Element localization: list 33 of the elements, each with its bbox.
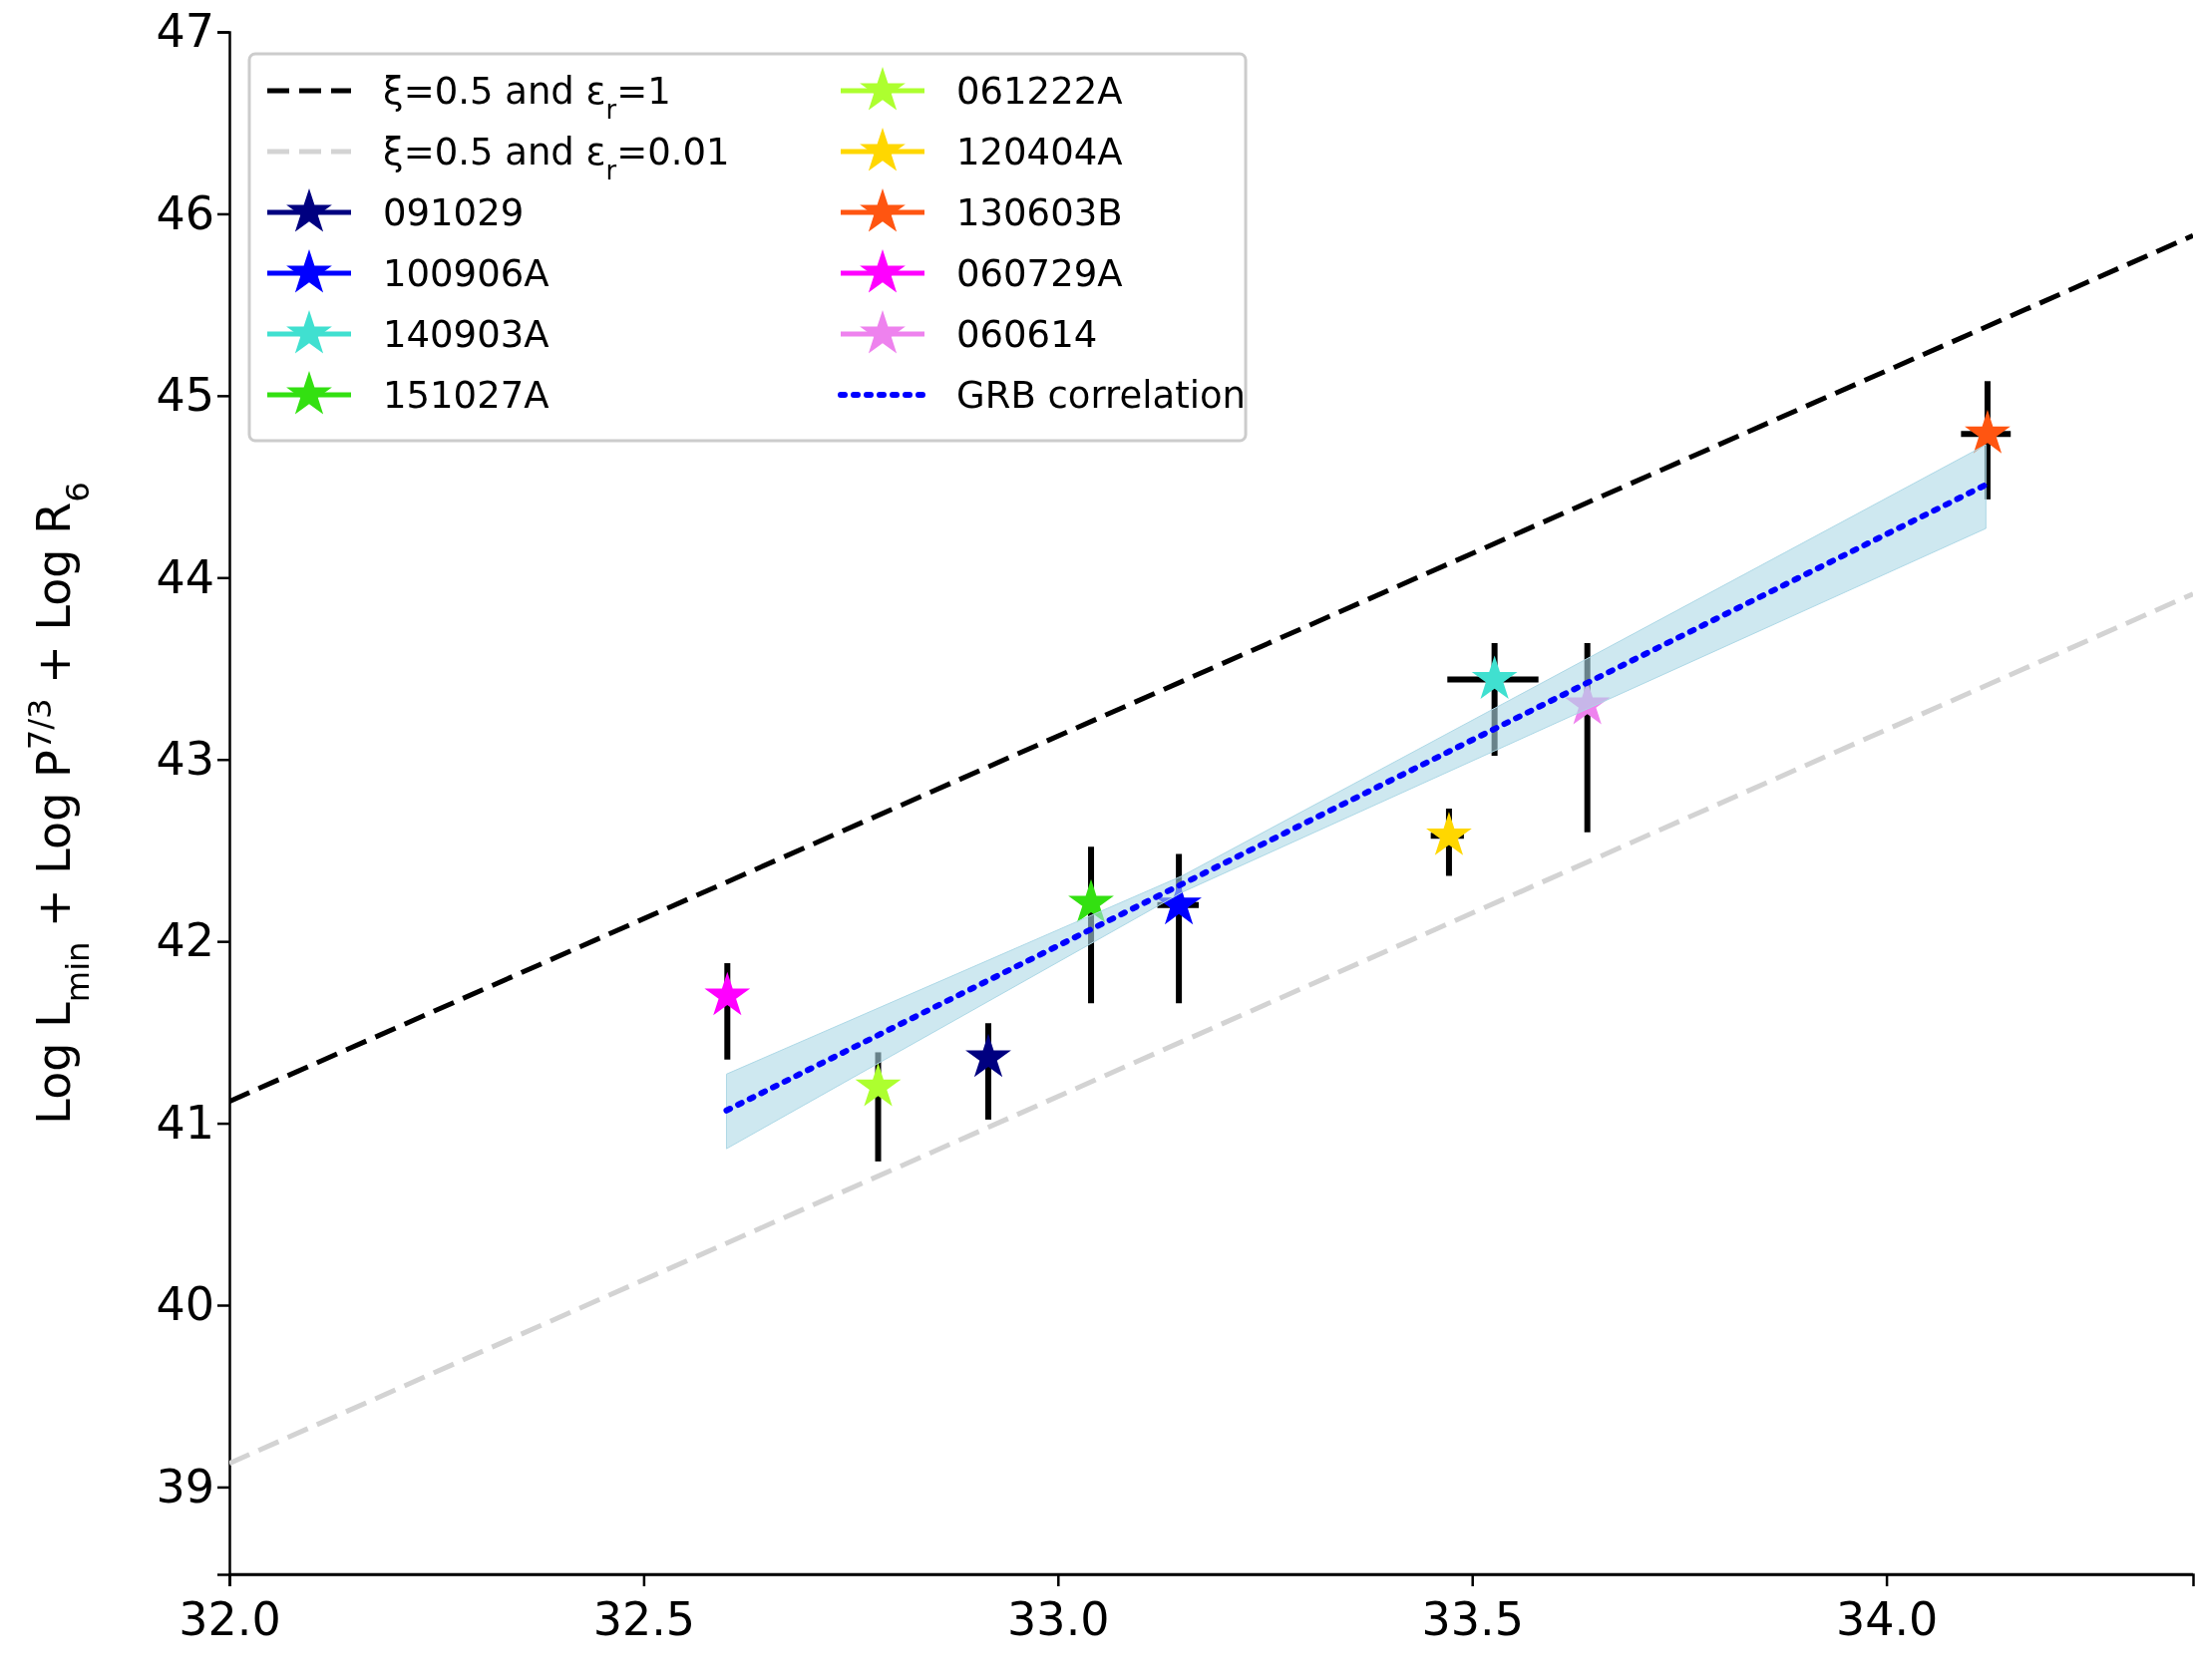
point <box>1965 410 2011 454</box>
legend-label: ξ=0.5 and ε$_{r}$=1 <box>383 70 671 125</box>
y-tick-label: 43 <box>156 731 214 786</box>
point <box>855 1063 902 1107</box>
point <box>704 971 751 1016</box>
point <box>1068 878 1114 923</box>
legend-label: 130603B <box>956 191 1123 234</box>
legend-label: GRB correlation <box>956 374 1247 417</box>
y-tick-label: 42 <box>156 913 214 968</box>
point <box>965 1033 1011 1078</box>
y-tick-label: 46 <box>156 185 214 240</box>
legend-label: 140903A <box>383 313 549 356</box>
legend-label: 120404A <box>956 131 1123 173</box>
y-tick-label: 41 <box>156 1095 214 1150</box>
x-tick-label: 34.0 <box>1835 1592 1939 1646</box>
point <box>1426 812 1472 855</box>
point <box>1471 655 1518 699</box>
y-tick-label: 45 <box>156 368 214 423</box>
legend-label: ξ=0.5 and ε$_{r}$=0.01 <box>383 131 730 185</box>
x-tick-label: 32.5 <box>592 1592 696 1646</box>
x-tick-label: 33.5 <box>1421 1592 1524 1646</box>
legend-label: 060729A <box>956 252 1123 295</box>
y-tick-label: 40 <box>156 1277 214 1332</box>
legend-label: 091029 <box>383 191 525 234</box>
y-tick-label: 39 <box>156 1459 214 1513</box>
x-tick-label: 32.0 <box>179 1592 281 1646</box>
y-tick-label: 44 <box>156 549 214 604</box>
legend-label: 060614 <box>956 313 1098 356</box>
y-tick-label: 47 <box>156 4 214 59</box>
x-tick-label: 33.0 <box>1007 1592 1110 1646</box>
legend-label: 151027A <box>383 374 549 417</box>
legend-label: 100906A <box>383 252 549 295</box>
legend-label: 061222A <box>956 70 1123 113</box>
